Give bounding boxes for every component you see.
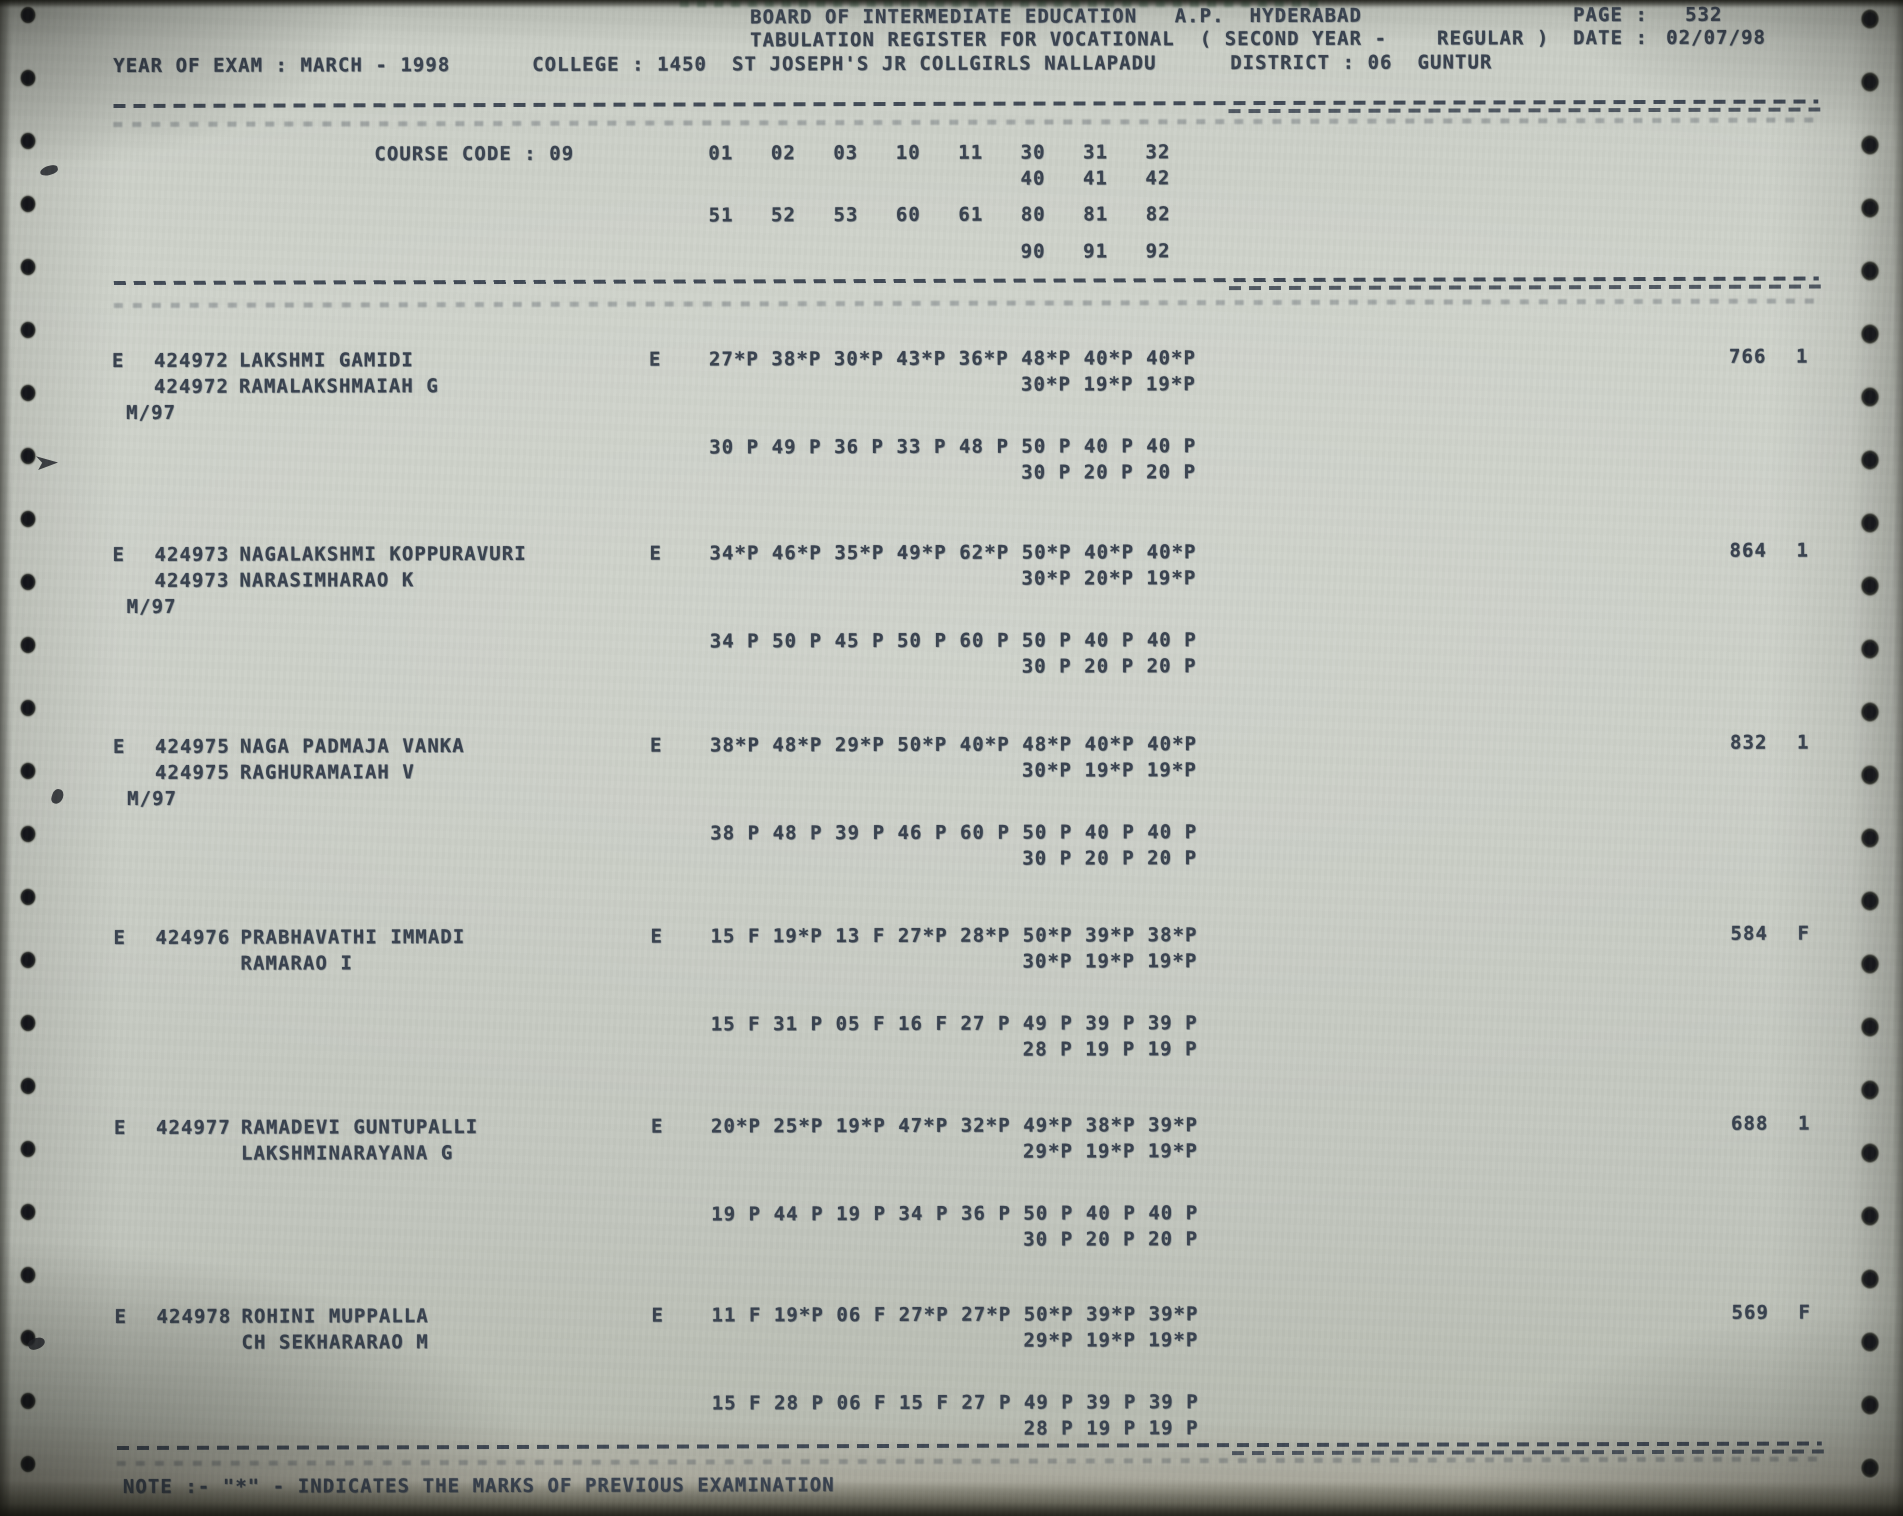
medium-flag: E: [649, 542, 662, 565]
marks-line1: 34*P 46*P 35*P 49*P 62*P 50*P 40*P 40*P: [709, 541, 1197, 565]
medium-flag: E: [651, 1304, 664, 1327]
record-flag: E: [113, 926, 126, 950]
footnote: NOTE :- "*" - INDICATES THE MARKS OF PRE…: [122, 1474, 835, 1498]
student-name: NAGA PADMAJA VANKA: [239, 735, 465, 758]
result-flag: F: [1798, 1301, 1811, 1324]
marks-line2-cont: 30 P 20 P 20 P: [1022, 847, 1198, 870]
marks-line1-cont: 30*P 19*P 19*P: [1022, 950, 1198, 973]
student-record: E 424977 RAMADEVI GUNTUPALLI E 20*P 25*P…: [1, 1112, 1903, 1269]
total-marks: 766: [1728, 345, 1767, 368]
total-marks: 864: [1729, 539, 1767, 562]
marks-line1: 27*P 38*P 30*P 43*P 36*P 48*P 40*P 40*P: [708, 347, 1197, 371]
marks-line2-cont: 30 P 20 P 20 P: [1021, 461, 1197, 484]
record-flag: E: [113, 1116, 127, 1140]
parent-name: RAMALAKSHMAIAH G: [238, 375, 439, 398]
marks-line2-cont: 28 P 19 P 19 P: [1023, 1417, 1199, 1440]
marks-line2-cont: 30 P 20 P 20 P: [1021, 655, 1197, 678]
student-name: ROHINI MUPPALLA: [241, 1305, 429, 1328]
marks-line2: 15 F 28 P 06 F 15 F 27 P 49 P 39 P 39 P: [711, 1391, 1199, 1415]
previous-exam-session: M/97: [126, 401, 177, 424]
student-record: E 424972 LAKSHMI GAMIDI E 27*P 38*P 30*P…: [0, 345, 1902, 502]
marks-line1: 15 F 19*P 13 F 27*P 28*P 50*P 39*P 38*P: [710, 924, 1198, 948]
total-marks: 832: [1729, 731, 1768, 754]
parent-roll-number: 424972: [153, 375, 229, 398]
marks-line2-cont: 30 P 20 P 20 P: [1023, 1228, 1199, 1251]
marks-line1-cont: 30*P 20*P 19*P: [1021, 567, 1197, 590]
previous-exam-session: M/97: [127, 787, 178, 810]
marks-line2-cont: 28 P 19 P 19 P: [1022, 1038, 1198, 1061]
medium-flag: E: [648, 348, 662, 371]
result-flag: 1: [1797, 1112, 1811, 1135]
result-flag: F: [1797, 922, 1810, 945]
student-record: E 424973 NAGALAKSHMI KOPPURAVURI E 34*P …: [0, 539, 1903, 696]
student-roll-number: 424975: [154, 735, 230, 758]
result-flag: 1: [1796, 539, 1809, 562]
marks-line1-cont: 29*P 19*P 19*P: [1023, 1329, 1199, 1352]
parent-name: NARASIMHARAO K: [239, 569, 415, 592]
student-record: E 424976 PRABHAVATHI IMMADI E 15 F 19*P …: [0, 922, 1903, 1079]
parent-name: RAGHURAMAIAH V: [240, 761, 415, 784]
marks-line2: 30 P 49 P 36 P 33 P 48 P 50 P 40 P 40 P: [709, 435, 1197, 459]
medium-flag: E: [649, 734, 663, 757]
total-marks: 584: [1730, 922, 1768, 945]
result-flag: 1: [1795, 345, 1809, 368]
marks-line2: 19 P 44 P 19 P 34 P 36 P 50 P 40 P 40 P: [711, 1202, 1199, 1226]
marks-line2: 34 P 50 P 45 P 50 P 60 P 50 P 40 P 40 P: [709, 629, 1197, 653]
total-marks: 569: [1731, 1301, 1769, 1324]
student-record: E 424975 NAGA PADMAJA VANKA E 38*P 48*P …: [0, 731, 1903, 888]
parent-roll-number: 424973: [154, 569, 230, 592]
marks-line1: 20*P 25*P 19*P 47*P 32*P 49*P 38*P 39*P: [710, 1114, 1199, 1138]
record-flag: E: [114, 1305, 127, 1329]
student-name: RAMADEVI GUNTUPALLI: [240, 1116, 479, 1139]
student-roll-number: 424973: [154, 543, 230, 566]
marks-line1: 11 F 19*P 06 F 27*P 27*P 50*P 39*P 39*P: [711, 1303, 1199, 1327]
record-flag: E: [112, 735, 126, 759]
total-marks: 688: [1730, 1112, 1769, 1135]
student-name: LAKSHMI GAMIDI: [238, 349, 414, 372]
student-roll-number: 424977: [155, 1116, 231, 1139]
student-roll-number: 424978: [156, 1305, 232, 1328]
student-roll-number: 424976: [155, 926, 231, 949]
medium-flag: E: [650, 1115, 664, 1138]
previous-exam-session: M/97: [126, 595, 177, 618]
student-roll-number: 424972: [153, 349, 229, 372]
parent-name: CH SEKHARARAO M: [241, 1331, 429, 1354]
marks-line1-cont: 29*P 19*P 19*P: [1022, 1140, 1198, 1163]
marks-line2: 15 F 31 P 05 F 16 F 27 P 49 P 39 P 39 P: [710, 1012, 1198, 1036]
parent-name: LAKSHMINARAYANA G: [241, 1142, 454, 1165]
result-flag: 1: [1796, 731, 1810, 754]
marks-line1: 38*P 48*P 29*P 50*P 40*P 48*P 40*P 40*P: [709, 733, 1198, 757]
marks-line2: 38 P 48 P 39 P 46 P 60 P 50 P 40 P 40 P: [710, 821, 1198, 845]
marks-line1-cont: 30*P 19*P 19*P: [1020, 373, 1196, 396]
student-name: NAGALAKSHMI KOPPURAVURI: [239, 542, 527, 566]
parent-name: RAMARAO I: [240, 952, 353, 975]
student-record: E 424978 ROHINI MUPPALLA E 11 F 19*P 06 …: [1, 1301, 1903, 1458]
marks-line1-cont: 30*P 19*P 19*P: [1022, 759, 1197, 782]
record-flag: E: [111, 349, 125, 373]
medium-flag: E: [650, 925, 663, 948]
record-flag: E: [112, 543, 125, 567]
parent-roll-number: 424975: [155, 761, 230, 784]
student-name: PRABHAVATHI IMMADI: [240, 926, 466, 949]
